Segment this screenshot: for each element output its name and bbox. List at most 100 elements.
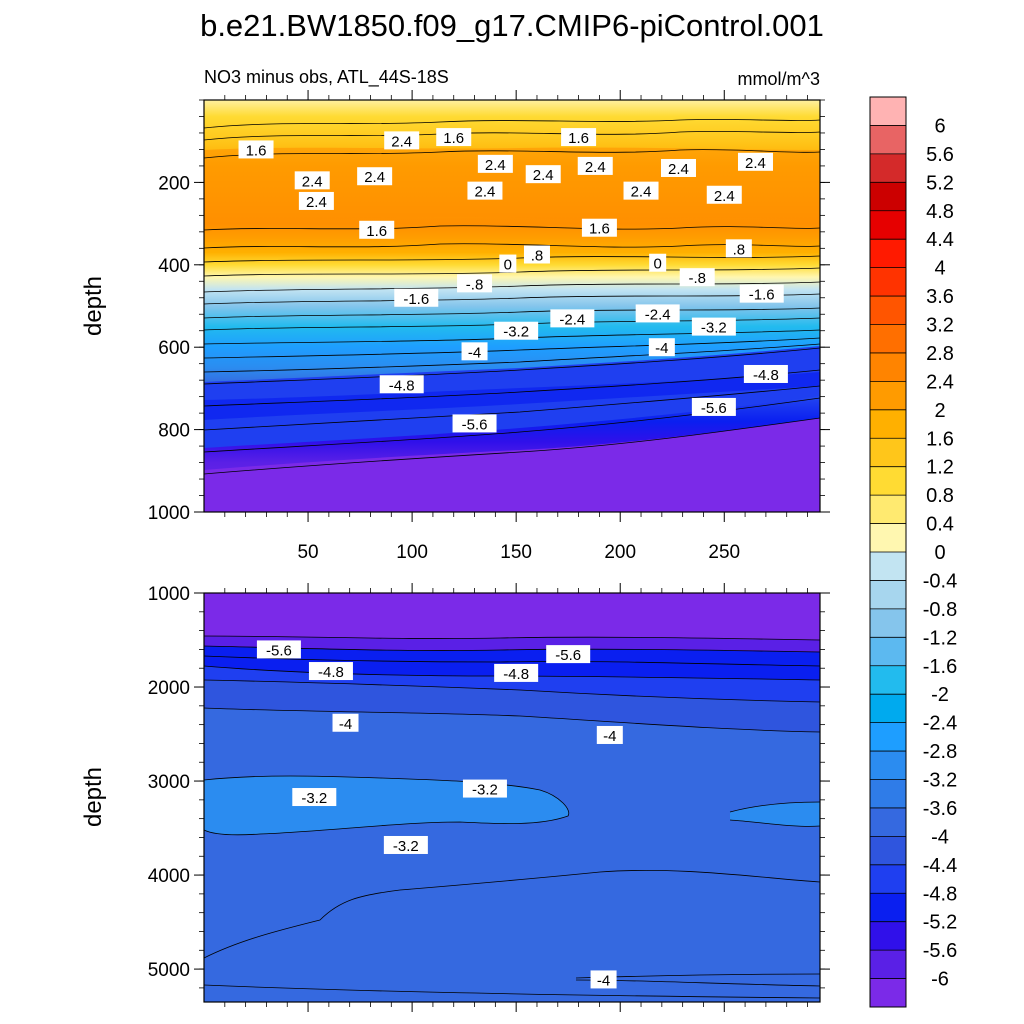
contour-label: -4 [596, 725, 623, 745]
contour-label-box [561, 128, 597, 147]
colorbar-swatch [870, 836, 906, 866]
contour-label-box [739, 284, 784, 303]
contour-label-box [308, 662, 353, 681]
contour-label-text: -.8 [466, 276, 484, 293]
lower-light-blue-island [730, 802, 820, 827]
contour-label: 2.4 [737, 152, 773, 172]
contour-label-text: -2.4 [645, 306, 671, 323]
colorbar-swatch [870, 779, 906, 809]
lower-purple-top [204, 593, 820, 640]
contour-label-text: -1.6 [403, 291, 429, 308]
contour-label-box [499, 254, 517, 273]
contour-label: 2.4 [623, 181, 659, 201]
contour-label: -1.6 [739, 284, 784, 304]
contour-label-text: -5.6 [701, 400, 727, 417]
x-tick-label: 100 [396, 542, 428, 563]
lower-contour-lines [203, 635, 821, 999]
upper-purple-floor [204, 418, 820, 512]
contour-label: -4.8 [743, 364, 788, 384]
colorbar-label: -5.6 [923, 940, 957, 962]
colorbar-swatch [870, 694, 906, 724]
colorbar-swatch [870, 751, 906, 780]
contour-label-text: 2.4 [302, 173, 323, 190]
y-tick-label: 200 [158, 173, 190, 194]
contour-label-text: -4 [597, 972, 610, 989]
colorbar-frame [869, 96, 907, 1008]
y-tick-label: 4000 [148, 866, 190, 887]
contour-label-text: 2.4 [631, 184, 652, 201]
colorbar-swatch [870, 978, 906, 1008]
contour-label-box [590, 970, 617, 989]
colorbar-label: 1.2 [926, 457, 954, 479]
contour-label-text: 2.4 [585, 159, 606, 176]
contour-label: -4 [648, 338, 675, 357]
contour-label-box [596, 725, 623, 744]
contour-label-box [623, 181, 659, 200]
contour-label-box [648, 338, 675, 357]
y-tick-label: 600 [158, 338, 190, 359]
contour-label-box [383, 835, 428, 854]
colorbar-swatch [870, 608, 906, 638]
contour-label-box [294, 171, 330, 190]
upper-panel-frame [203, 99, 821, 513]
colorbar-swatch [870, 296, 906, 325]
contour-label-text: 1.6 [443, 130, 464, 147]
contour-label-box [452, 414, 497, 433]
contour-label: 2.4 [357, 167, 393, 186]
contour-label-text: 2.4 [364, 169, 385, 186]
contour-label: 2.4 [384, 131, 420, 150]
contour-label-box [477, 154, 513, 173]
contour-label-box [467, 181, 503, 200]
contour-label: 0 [649, 253, 667, 273]
contour-label-text: 2.4 [475, 184, 496, 201]
contour-label-text: -4 [339, 716, 352, 733]
colorbar-label: -1.2 [923, 627, 957, 649]
colorbar-label: 0.8 [926, 485, 954, 507]
contour-label-box [457, 274, 493, 293]
contour-label-box [743, 364, 788, 383]
contour-label-box [332, 713, 359, 732]
colorbar-label: 2 [934, 400, 945, 422]
colorbar-swatch [870, 580, 906, 610]
contour-label-text: 1.6 [568, 130, 589, 147]
contour-label-text: 1.6 [589, 221, 610, 238]
contour-label-text: -2.4 [559, 311, 585, 328]
colorbar-swatch [870, 807, 906, 837]
colorbar-label: -5.2 [923, 912, 957, 934]
contour-label: -5.6 [546, 645, 591, 664]
contour-label: 1.6 [561, 128, 597, 147]
colorbar-label: -2.4 [923, 713, 957, 735]
contour-label: -4 [332, 713, 359, 733]
contour-label-text: -4 [603, 728, 616, 745]
contour-label-text: .8 [733, 241, 746, 258]
contour-label: -5.6 [256, 640, 301, 659]
upper-axis-ticks: 200 400 600 800 1000 50 100 150 200 250 [148, 90, 830, 563]
y-tick-label: 2000 [148, 678, 190, 699]
colorbar-swatch [870, 409, 906, 439]
contour-label-box [298, 191, 334, 210]
colorbar-swatch [870, 665, 906, 695]
contour-label-box [256, 640, 301, 659]
contour-label: 1.6 [436, 128, 472, 147]
contour-label-box [691, 397, 736, 416]
contour-label-text: -3.2 [393, 838, 419, 855]
colorbar-swatch [870, 552, 906, 581]
lower-ylabel: depth [80, 767, 107, 827]
contour-label: -4.8 [308, 662, 353, 681]
contour-label: 2.4 [467, 181, 503, 201]
colorbar-label: -4.8 [923, 883, 957, 905]
contour-label-box [292, 788, 337, 807]
colorbar-label: -3.2 [923, 770, 957, 792]
contour-label-text: -4 [655, 340, 668, 357]
upper-ylabel: depth [80, 276, 107, 336]
colorbar-swatch [870, 950, 906, 980]
contour-label-text: -5.6 [462, 416, 488, 433]
contour-label-text: 0 [504, 257, 512, 274]
colorbar-swatch [870, 495, 906, 525]
contour-label-text: -4.8 [389, 377, 415, 394]
colorbar: 6 5.6 5.2 4.8 4.4 4 3.6 3.2 2.8 2.4 2 1.6 1.2 0.8 0.4 0… [869, 96, 957, 1008]
contour-label: -.8 [679, 268, 715, 287]
contour-label-box [737, 152, 773, 171]
lower-blue-band [204, 666, 820, 702]
